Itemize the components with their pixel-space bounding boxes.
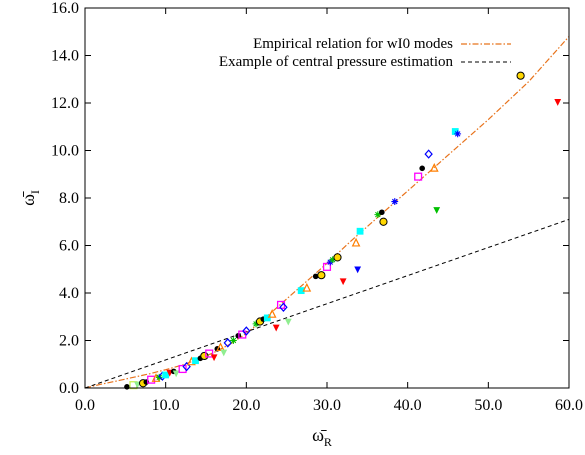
data-point [279,302,288,312]
x-axis-label: ω̄R [312,425,332,449]
x-tick-label: 0.0 [75,397,95,414]
y-tick-label: 12.0 [51,95,79,112]
data-point [429,162,439,172]
data-point [354,266,362,274]
x-tick-label: 10.0 [152,397,180,414]
empirical-relation-line [84,36,570,389]
data-point [267,309,277,318]
plot-lines [84,36,570,389]
data-point [155,373,163,381]
data-point [302,282,312,292]
y-axis-label: ω̄I [18,190,42,206]
y-tick-label: 16.0 [51,0,79,17]
y-tick-label: 14.0 [51,48,79,65]
data-point [223,338,232,348]
data-point [379,217,388,226]
data-point [230,337,237,344]
data-point [351,237,361,247]
plot-points [124,71,562,390]
y-tick-label: 10.0 [51,143,79,160]
data-point [554,99,562,106]
y-tick-label: 0.0 [59,380,79,397]
y-tick-label: 2.0 [59,333,79,350]
data-point [454,130,462,138]
data-point [317,271,326,280]
data-point [391,198,399,205]
legend-label-empirical: Empirical relation for wI0 modes [253,36,453,52]
data-point [326,258,334,266]
data-point [433,207,441,214]
y-tick-label: 4.0 [59,285,79,302]
data-point [284,318,292,326]
data-point [356,227,364,235]
data-point [414,172,423,181]
x-tick-label: 50.0 [474,397,502,414]
central-pressure-line [84,218,570,389]
data-point [379,209,385,216]
data-point [516,71,525,80]
data-point [205,349,214,358]
data-point [210,354,218,362]
data-point [220,349,228,357]
data-point [312,273,319,280]
data-point [252,320,260,328]
data-point [151,373,161,382]
y-axis: 0.0 2.0 4.0 6.0 8.0 10.0 12.0 14.0 16.0 [51,0,569,397]
data-point [424,149,433,159]
x-tick-label: 60.0 [555,397,583,414]
data-point [297,287,305,295]
data-point [216,342,225,352]
x-tick-label: 30.0 [313,397,341,414]
data-point [147,375,156,384]
x-tick-label: 40.0 [394,397,422,414]
data-point [242,326,251,336]
data-point [263,314,271,322]
data-point [322,262,332,271]
data-point [172,370,180,378]
data-point [451,128,459,135]
data-point [182,361,191,372]
legend: Empirical relation for wI0 modes Example… [219,36,511,70]
y-tick-label: 8.0 [59,190,79,207]
data-point [329,256,337,264]
data-point [374,211,382,219]
data-point [272,324,280,332]
data-point [162,371,170,379]
data-point [200,351,209,361]
data-point [333,253,342,262]
data-point [192,357,199,365]
legend-label-central-pressure: Example of central pressure estimation [219,54,454,70]
data-point [339,278,347,286]
x-axis: 0.0 10.0 20.0 30.0 40.0 50.0 60.0 [75,8,583,414]
x-tick-label: 20.0 [232,397,260,414]
y-tick-label: 6.0 [59,238,79,255]
data-point [419,165,425,172]
data-point [124,384,130,390]
